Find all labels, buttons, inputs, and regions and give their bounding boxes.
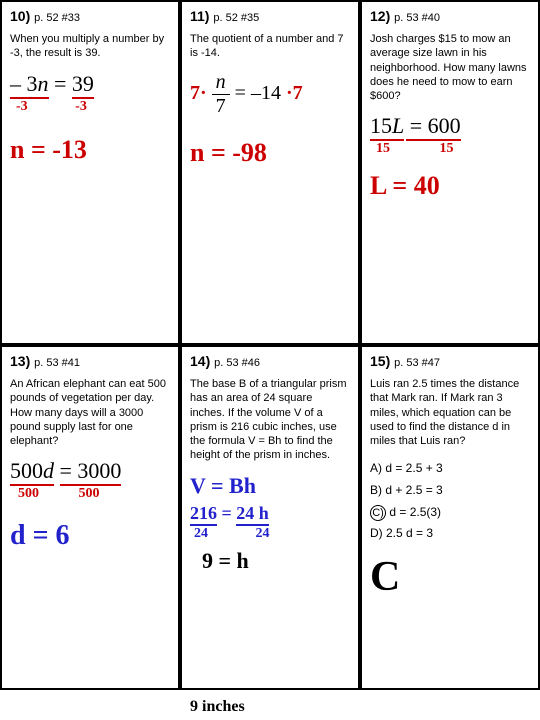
text-12: Josh charges $15 to mow an average size … xyxy=(370,32,530,103)
ans-10: n = -13 xyxy=(10,135,170,165)
ref-13: p. 53 #41 xyxy=(34,357,80,369)
problem-13: 13) p. 53 #41 An African elephant can ea… xyxy=(0,345,180,690)
wd1: 24 xyxy=(194,526,208,541)
eql12: 15 xyxy=(370,113,392,138)
eq-e: = xyxy=(49,71,72,96)
text-13: An African elephant can eat 500 pounds o… xyxy=(10,377,170,448)
divr12: 15 xyxy=(440,141,454,156)
problem-12: 12) p. 53 #40 Josh charges $15 to mow an… xyxy=(360,0,540,345)
divl13: 500 xyxy=(18,486,39,501)
divr: -3 xyxy=(75,99,87,114)
eqv12: L xyxy=(392,113,404,138)
problem-14: 14) p. 53 #46 The base B of a triangular… xyxy=(180,345,360,690)
header-13: 13) p. 53 #41 xyxy=(10,353,170,369)
optC-letter: C) xyxy=(370,505,386,521)
ans-12: L = 40 xyxy=(370,171,530,201)
eq-11: 7· n7 = –14 ·7 xyxy=(190,71,350,118)
num-13: 13) xyxy=(10,353,30,369)
num-12: 12) xyxy=(370,8,390,24)
wl: 216 xyxy=(190,503,217,526)
ans-11: n = -98 xyxy=(190,138,350,168)
num-10: 10) xyxy=(10,8,30,24)
eq-12: 15L = 600 xyxy=(370,113,530,141)
ref-12: p. 53 #40 xyxy=(394,12,440,24)
ans-13: d = 6 xyxy=(10,520,170,552)
text-11: The quotient of a number and 7 is -14. xyxy=(190,32,350,61)
workdiv-14: 24 24 xyxy=(194,526,350,542)
wr: 24 h xyxy=(236,503,269,526)
header-10: 10) p. 52 #33 xyxy=(10,8,170,24)
div-10: -3 -3 xyxy=(16,99,170,115)
eqr11: = –14 xyxy=(235,82,281,104)
ref-10: p. 52 #33 xyxy=(34,12,80,24)
eql13: 500 xyxy=(10,458,43,483)
footer-note: 9 inches xyxy=(190,698,245,716)
optD: D) 2.5 d = 3 xyxy=(370,523,530,545)
fd: 7 xyxy=(212,95,230,118)
problem-11: 11) p. 52 #35 The quotient of a number a… xyxy=(180,0,360,345)
problem-10: 10) p. 52 #33 When you multiply a number… xyxy=(0,0,180,345)
eq-l: – 3 xyxy=(10,71,38,96)
worksheet-grid: 10) p. 52 #33 When you multiply a number… xyxy=(0,0,540,690)
text-10: When you multiply a number by -3, the re… xyxy=(10,32,170,61)
work-14: 216 = 24 h xyxy=(190,503,350,526)
divl: -3 xyxy=(16,99,28,114)
text-15: Luis ran 2.5 times the distance that Mar… xyxy=(370,377,530,448)
divl12: 15 xyxy=(376,141,390,156)
eq-10: – 3n = 39 xyxy=(10,71,170,99)
num-14: 14) xyxy=(190,353,210,369)
header-12: 12) p. 53 #40 xyxy=(370,8,530,24)
optA: A) d = 2.5 + 3 xyxy=(370,458,530,480)
optC-rest: d = 2.5(3) xyxy=(389,505,441,519)
dot2: ·7 xyxy=(286,82,303,104)
eqr13: = 3000 xyxy=(60,458,122,486)
num-11: 11) xyxy=(190,8,209,24)
dot1: 7· xyxy=(190,82,207,104)
eqr12: = 600 xyxy=(406,113,461,141)
header-14: 14) p. 53 #46 xyxy=(190,353,350,369)
header-15: 15) p. 53 #47 xyxy=(370,353,530,369)
num-15: 15) xyxy=(370,353,390,369)
ans-14: 9 = h xyxy=(202,548,350,574)
fn: n xyxy=(216,71,226,93)
text-14: The base B of a triangular prism has an … xyxy=(190,377,350,463)
ans-15: C xyxy=(370,553,530,601)
divr13: 500 xyxy=(79,486,100,501)
eq-r: 39 xyxy=(72,71,94,99)
optC: C) d = 2.5(3) xyxy=(370,502,530,524)
div-13: 500 500 xyxy=(18,486,170,502)
options-15: A) d = 2.5 + 3 B) d + 2.5 = 3 C) d = 2.5… xyxy=(370,458,530,544)
eqv13: d xyxy=(43,458,54,483)
wd2: 24 xyxy=(256,526,270,541)
header-11: 11) p. 52 #35 xyxy=(190,8,350,24)
div-12: 15 15 xyxy=(376,141,530,157)
problem-15: 15) p. 53 #47 Luis ran 2.5 times the dis… xyxy=(360,345,540,690)
eq-13: 500d = 3000 xyxy=(10,458,170,486)
ref-14: p. 53 #46 xyxy=(214,357,260,369)
optB: B) d + 2.5 = 3 xyxy=(370,480,530,502)
formula-14: V = Bh xyxy=(190,473,350,499)
eq-v: n xyxy=(38,71,49,96)
ref-15: p. 53 #47 xyxy=(394,357,440,369)
ref-11: p. 52 #35 xyxy=(213,12,259,24)
